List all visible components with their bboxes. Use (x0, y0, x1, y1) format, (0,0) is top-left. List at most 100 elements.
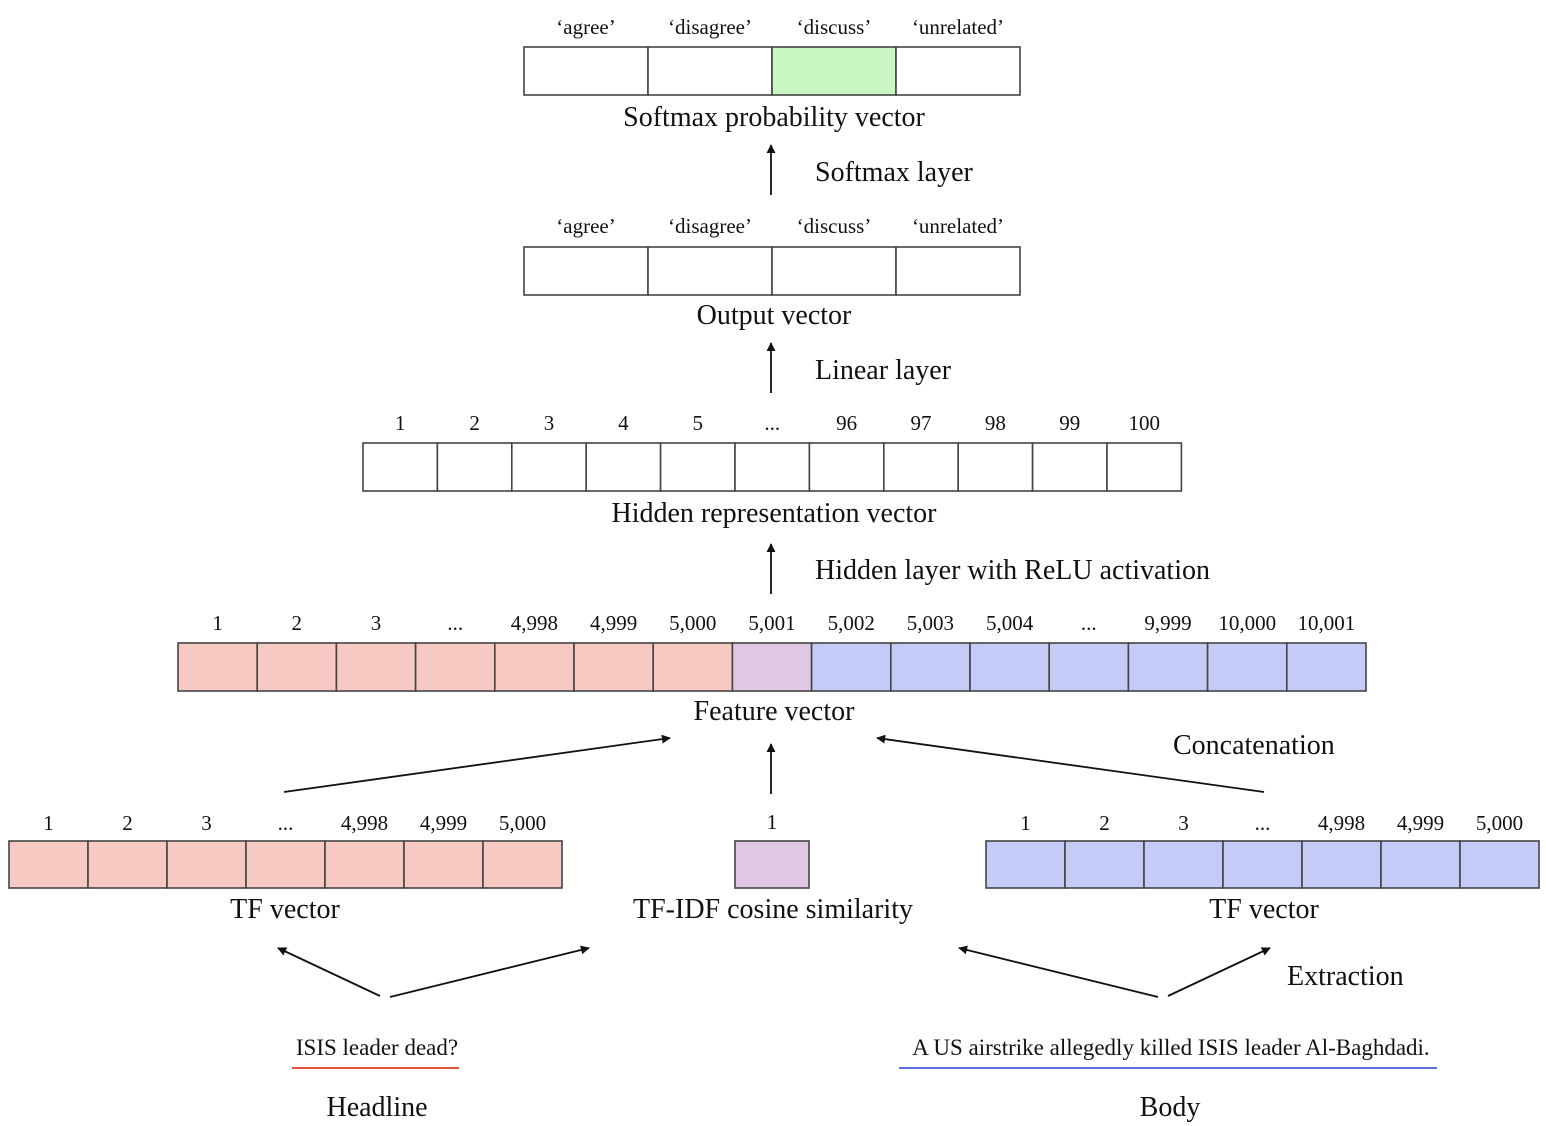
headline-tf-cell (245, 840, 326, 889)
feature-cell (256, 642, 338, 692)
extraction-label: Extraction (1287, 961, 1404, 992)
feature-cell (493, 642, 575, 692)
hidden-cell (585, 442, 662, 492)
cosine-label: 1 (767, 810, 778, 834)
feature-label: 5,004 (986, 611, 1034, 635)
body-tf-cell (1380, 840, 1461, 889)
feature-cell (1286, 642, 1367, 692)
hidden-label: 4 (618, 411, 629, 435)
softmax-layer-label: Softmax layer (815, 157, 974, 188)
headline-text: ISIS leader dead? (296, 1035, 458, 1060)
headline-tf-cell (8, 840, 89, 889)
feature-label: ... (447, 611, 463, 635)
cosine-cell (734, 840, 810, 889)
headline-tf-cells (8, 840, 563, 889)
cosine-similarity-caption: TF-IDF cosine similarity (633, 894, 913, 925)
softmax-label: ‘disagree’ (668, 15, 752, 39)
feature-label: 5,002 (828, 611, 875, 635)
output-cell (895, 246, 1021, 296)
softmax-cell (771, 46, 897, 96)
concat-arrow-body (876, 734, 1265, 793)
hidden-label: 97 (911, 411, 932, 435)
feature-cell (414, 642, 496, 692)
softmax-vector-caption: Softmax probability vector (623, 102, 925, 133)
output-label: ‘disagree’ (668, 214, 752, 238)
hidden-label: 96 (836, 411, 857, 435)
headline-tf-cell (166, 840, 247, 889)
headline-tf-caption: TF vector (230, 894, 340, 925)
hidden-label: 5 (693, 411, 704, 435)
softmax-probability-vector: ‘agree’ ‘disagree’ ‘discuss’ ‘unrelated’ So… (523, 15, 1021, 133)
softmax-cell (895, 46, 1021, 96)
feature-cell (652, 642, 734, 692)
cosine-cells (734, 840, 810, 889)
headline-tf-index-labels: 1 2 3... 4,998 4,999 5,000 (43, 811, 546, 835)
headline-label: Headline (326, 1092, 427, 1123)
feature-label: 1 (212, 611, 223, 635)
headline-tf-label: 2 (122, 811, 133, 835)
feature-vector: 1 2 3... 4,998 4,999 5,000 5,001 5,002 5,003 5,00… (177, 611, 1367, 727)
softmax-label: ‘unrelated’ (912, 15, 1004, 39)
body-tf-cell (1143, 840, 1224, 889)
hidden-label: 99 (1059, 411, 1080, 435)
body-tf-cell (1222, 840, 1303, 889)
feature-label: 4,999 (590, 611, 637, 635)
headline-tf-label: 4,999 (420, 811, 467, 835)
feature-cell (177, 642, 258, 692)
body-text: A US airstrike allegedly killed ISIS lea… (912, 1035, 1429, 1060)
extract-arrow-headline-cosine (389, 945, 590, 998)
feature-label: ... (1081, 611, 1097, 635)
hidden-layer-label: Hidden layer with ReLU activation (815, 555, 1210, 586)
softmax-class-labels: ‘agree’ ‘disagree’ ‘discuss’ ‘unrelated’ (556, 15, 1004, 39)
headline-tf-cell (87, 840, 168, 889)
hidden-label: 3 (544, 411, 555, 435)
output-vector-caption: Output vector (697, 300, 852, 331)
body-tf-label: ... (1255, 811, 1271, 835)
headline-tf-label: 3 (201, 811, 212, 835)
body-tf-cell (1064, 840, 1145, 889)
feature-cell (810, 642, 892, 692)
body-tf-index-labels: 1 2 3... 4,998 4,999 5,000 (1020, 811, 1523, 835)
feature-cell (969, 642, 1050, 692)
feature-label: 9,999 (1144, 611, 1191, 635)
headline-input: ISIS leader dead? Headline (292, 1035, 459, 1123)
hidden-cells (362, 442, 1183, 492)
body-tf-cells (985, 840, 1540, 889)
softmax-label: ‘agree’ (556, 15, 615, 39)
feature-cell (1048, 642, 1130, 692)
body-tf-vector: 1 2 3... 4,998 4,999 5,000 TF vector (985, 811, 1540, 925)
extract-arrow-body-tf (1167, 947, 1271, 997)
concat-arrow-headline (283, 734, 671, 793)
output-vector: ‘agree’ ‘disagree’ ‘discuss’ ‘unrelated’ Ou… (523, 214, 1021, 331)
body-tf-label: 5,000 (1476, 811, 1523, 835)
hidden-cell (1031, 442, 1108, 492)
output-cell (771, 246, 897, 296)
hidden-label: 98 (985, 411, 1006, 435)
headline-tf-label: 5,000 (499, 811, 546, 835)
output-label: ‘agree’ (556, 214, 615, 238)
feature-label: 10,001 (1298, 611, 1356, 635)
hidden-cell (436, 442, 513, 492)
hidden-index-labels: 1 2 3 4 5... 96 97 98 99 100 (395, 411, 1160, 435)
feature-label: 3 (371, 611, 382, 635)
feature-cell (1206, 642, 1288, 692)
feature-index-labels: 1 2 3... 4,998 4,999 5,000 5,001 5,002 5,003 5,00… (212, 611, 1355, 635)
headline-tf-label: 1 (43, 811, 54, 835)
body-tf-label: 2 (1099, 811, 1110, 835)
cosine-similarity-vector: 1 TF-IDF cosine similarity (633, 810, 913, 925)
feature-vector-caption: Feature vector (694, 696, 856, 727)
extract-arrow-body-cosine (958, 945, 1159, 998)
hidden-label: 100 (1128, 411, 1160, 435)
headline-tf-cell (403, 840, 484, 889)
hidden-label: 1 (395, 411, 406, 435)
body-tf-cell (1459, 840, 1540, 889)
hidden-cell (957, 442, 1034, 492)
hidden-representation-vector: 1 2 3 4 5... 96 97 98 99 100 Hidden representatio… (362, 411, 1183, 529)
headline-tf-vector: 1 2 3... 4,998 4,999 5,000 TF vector (8, 811, 563, 925)
linear-layer-label: Linear layer (815, 355, 952, 386)
body-input: A US airstrike allegedly killed ISIS lea… (899, 1035, 1437, 1123)
body-label: Body (1140, 1092, 1201, 1123)
headline-tf-label: 4,998 (341, 811, 388, 835)
feature-cell (573, 642, 654, 692)
